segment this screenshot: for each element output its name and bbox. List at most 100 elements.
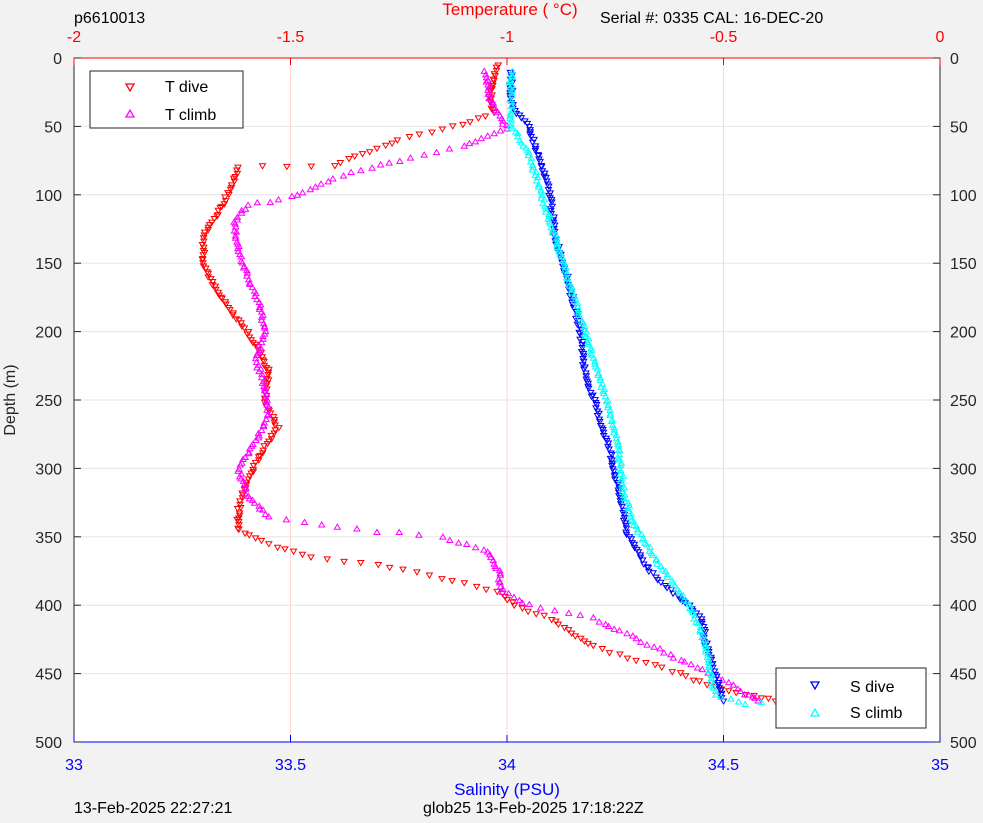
data-point <box>729 681 738 688</box>
data-point <box>393 137 402 144</box>
data-point <box>574 308 583 316</box>
data-point <box>245 494 254 502</box>
data-point <box>695 613 704 620</box>
data-point <box>317 180 325 187</box>
data-point <box>582 373 591 380</box>
data-point <box>249 462 258 470</box>
data-point <box>556 250 565 257</box>
data-point <box>266 198 275 206</box>
data-point <box>648 551 657 558</box>
data-point <box>573 299 582 306</box>
data-point <box>697 619 706 626</box>
data-point <box>571 633 580 640</box>
data-point <box>490 103 498 111</box>
data-point <box>235 518 243 526</box>
data-point <box>271 427 280 434</box>
data-point <box>633 528 642 535</box>
data-point <box>601 620 610 628</box>
data-point <box>727 695 735 702</box>
data-point <box>250 499 259 506</box>
data-point <box>544 187 553 194</box>
data-point <box>643 564 652 571</box>
data-point <box>255 432 263 439</box>
data-point <box>486 553 495 561</box>
data-point <box>492 67 501 75</box>
data-point <box>262 415 271 423</box>
data-point <box>235 522 243 529</box>
data-point <box>564 627 573 634</box>
data-point <box>642 540 651 548</box>
data-point <box>711 687 720 694</box>
data-point <box>498 117 507 124</box>
data-point <box>445 145 454 152</box>
tick-label-depth-left: 500 <box>35 735 62 752</box>
data-point <box>593 365 602 372</box>
data-point <box>237 206 246 214</box>
data-point <box>606 410 615 417</box>
data-point <box>234 244 242 252</box>
data-point <box>281 546 289 553</box>
data-point <box>661 567 670 574</box>
data-point <box>594 371 603 378</box>
data-point <box>596 376 605 383</box>
data-point <box>653 560 661 567</box>
data-point <box>681 673 690 680</box>
data-point <box>669 654 678 661</box>
data-point <box>300 518 309 526</box>
data-point <box>614 454 623 461</box>
data-point <box>637 530 646 538</box>
series-t-climb <box>230 67 763 704</box>
tick-label-depth-right: 350 <box>950 530 977 547</box>
data-point <box>525 148 533 156</box>
data-point <box>589 613 598 621</box>
data-point <box>226 307 234 314</box>
data-point <box>696 626 705 633</box>
data-point <box>689 677 698 685</box>
data-point <box>695 678 704 685</box>
data-point <box>546 206 555 213</box>
data-point <box>365 149 374 156</box>
data-point <box>324 177 333 185</box>
tick-label-salinity: 34 <box>498 757 516 774</box>
data-point <box>471 543 480 551</box>
data-point <box>506 111 515 119</box>
data-point <box>240 480 249 488</box>
data-point <box>253 363 261 371</box>
data-point <box>554 621 563 629</box>
data-point <box>460 142 469 149</box>
temperature-axis-label: Temperature ( °C) <box>442 0 577 19</box>
data-point <box>259 332 267 339</box>
data-point <box>374 562 383 569</box>
data-point <box>432 148 441 156</box>
legend-marker-t-climb <box>124 108 136 118</box>
data-point <box>604 440 613 448</box>
data-point <box>707 671 716 678</box>
data-point <box>734 698 743 705</box>
data-point <box>288 192 296 200</box>
data-point <box>537 194 546 201</box>
data-point <box>259 506 267 513</box>
data-point <box>257 373 266 381</box>
data-point <box>198 255 207 263</box>
data-point <box>523 120 532 128</box>
data-point <box>345 155 353 163</box>
data-point <box>579 358 588 366</box>
data-point <box>676 670 685 677</box>
data-point <box>744 691 753 698</box>
data-point <box>274 195 283 203</box>
data-point <box>373 528 381 536</box>
data-point <box>260 322 269 330</box>
data-point <box>610 468 618 476</box>
tick-label-depth-left: 0 <box>53 51 62 68</box>
data-point <box>710 668 719 675</box>
glider-mission-info: glob25 13-Feb-2025 17:18:22Z <box>423 800 644 817</box>
data-point <box>230 178 239 185</box>
data-point <box>289 548 298 556</box>
data-point <box>252 436 260 443</box>
data-point <box>632 634 641 642</box>
data-point <box>614 440 623 447</box>
tick-label-temperature: -2 <box>67 29 81 46</box>
data-point <box>694 619 702 627</box>
legend-label-s-climb: S climb <box>850 705 903 722</box>
data-point <box>607 451 616 459</box>
